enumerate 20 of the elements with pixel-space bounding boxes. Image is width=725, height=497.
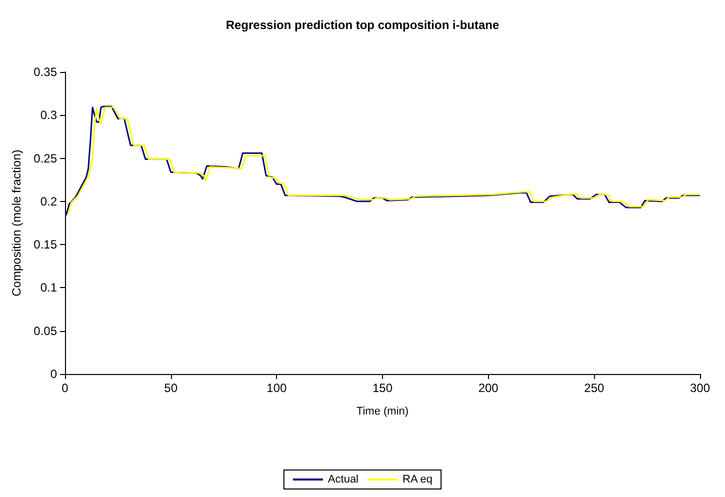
x-tick-label: 0 xyxy=(62,381,69,395)
x-tick-label: 50 xyxy=(164,381,178,395)
x-axis-title: Time (min) xyxy=(356,406,409,418)
y-tick-label: 0 xyxy=(50,367,58,381)
legend-label: Actual xyxy=(328,474,359,486)
y-tick-label: 0.15 xyxy=(34,238,58,252)
y-tick-label: 0.3 xyxy=(40,108,58,122)
chart-title: Regression prediction top composition i-butane xyxy=(226,18,500,32)
y-axis-title: Composition (mole fraction) xyxy=(10,150,24,296)
y-tick-label: 0.2 xyxy=(40,194,58,208)
x-tick-label: 150 xyxy=(372,381,393,395)
x-tick-label: 200 xyxy=(478,381,499,395)
y-tick-label: 0.25 xyxy=(34,151,58,166)
y-tick-label: 0.1 xyxy=(40,280,58,295)
x-tick-label: 300 xyxy=(690,381,710,395)
y-tick-label: 0.35 xyxy=(34,65,58,79)
legend-label: RA eq xyxy=(402,474,432,486)
x-tick-label: 100 xyxy=(266,381,287,395)
x-tick-label: 250 xyxy=(584,381,604,395)
y-tick-label: 0.05 xyxy=(34,324,58,338)
